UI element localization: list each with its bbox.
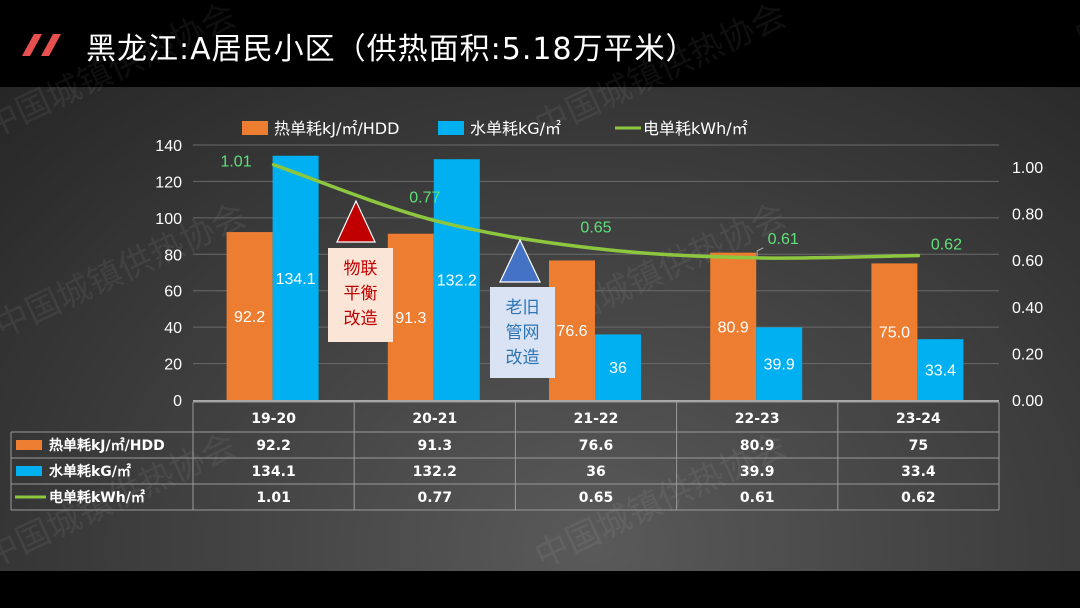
- table-swatch-water: [16, 466, 42, 476]
- table-header-category: 19-20: [251, 411, 296, 427]
- bar-label-heat: 76.6: [556, 323, 587, 340]
- watermark-text: 中国城镇供热协会: [0, 0, 242, 147]
- table-cell: 33.4: [901, 464, 936, 480]
- callout-box: [328, 248, 393, 342]
- table-cell: 91.3: [418, 438, 453, 454]
- triangle-marker-icon: [499, 238, 541, 283]
- line-label-electric: 1.01: [220, 154, 251, 171]
- title-bar: 黑龙江:A居民小区（供热面积:5.18万平米）: [0, 0, 1080, 87]
- table-cell: 0.62: [901, 490, 936, 506]
- watermark-text: 中国城镇供热协会: [1069, 0, 1080, 57]
- bar-water: [756, 327, 803, 400]
- y-right-tick: 0.80: [1012, 207, 1043, 224]
- table-cell: 75: [909, 438, 928, 454]
- y-right-tick: 1.00: [1012, 160, 1043, 177]
- table-cell: 134.1: [251, 464, 295, 480]
- table-header-category: 20-21: [412, 411, 457, 427]
- y-left-tick: 0: [173, 393, 182, 410]
- bar-water: [595, 334, 641, 400]
- label-leader: [756, 247, 764, 257]
- bar-label-water: 132.2: [437, 273, 477, 290]
- triangle-marker-icon: [336, 199, 376, 243]
- table-header-category: 22-23: [735, 411, 780, 427]
- legend-label-water: 水单耗kG/㎡: [470, 119, 561, 138]
- y-right-tick: 0.00: [1012, 393, 1043, 410]
- bar-label-water: 39.9: [764, 357, 795, 374]
- callout-text: 改造: [344, 309, 378, 329]
- line-label-electric: 0.62: [931, 237, 962, 254]
- table-row-label-electric: 电单耗kWh/㎡: [49, 489, 145, 506]
- y-left-tick: 20: [164, 357, 182, 374]
- bar-label-heat: 75.0: [879, 325, 910, 342]
- legend-swatch-water: [438, 121, 464, 135]
- legend: 热单耗kJ/㎡/HDD 水单耗kG/㎡ 电单耗kWh/㎡: [242, 119, 748, 138]
- y-right-tick: 0.20: [1012, 346, 1043, 363]
- table-cell: 92.2: [256, 438, 291, 454]
- bar-water: [272, 155, 319, 400]
- y-right-tick: 0.40: [1012, 300, 1043, 317]
- callout-text: 平衡: [344, 284, 378, 304]
- bars: 92.2 134.1 91.3 132.2 76.6 36 80.9 39.9 75.0 33.4: [226, 155, 964, 400]
- y-right-tick: 0.60: [1012, 253, 1043, 270]
- table-cell: 1.01: [256, 490, 291, 506]
- bar-label-heat: 92.2: [234, 309, 265, 326]
- table-cell: 80.9: [740, 438, 775, 454]
- y-left-tick: 60: [164, 284, 182, 301]
- page-title: 黑龙江:A居民小区（供热面积:5.18万平米）: [86, 32, 697, 67]
- legend-swatch-heat: [242, 121, 268, 135]
- bar-water: [917, 339, 964, 400]
- bar-heat: [871, 263, 918, 400]
- bar-heat: [710, 252, 757, 400]
- legend-label-heat: 热单耗kJ/㎡/HDD: [274, 119, 399, 138]
- table-cell: 0.61: [740, 490, 775, 506]
- y-left-tick: 120: [155, 174, 182, 191]
- table-header-category: 21-22: [574, 411, 619, 427]
- callout-box: [490, 287, 555, 378]
- double-slash-icon: [22, 34, 61, 56]
- bar-label-water: 33.4: [925, 363, 956, 380]
- bar-label-water: 36: [609, 360, 627, 377]
- bar-heat: [387, 233, 434, 400]
- y-left-tick: 140: [155, 138, 182, 155]
- y-left-tick: 40: [164, 320, 182, 337]
- bar-heat: [226, 232, 273, 400]
- line-electric: [271, 162, 921, 260]
- bar-heat: [549, 260, 595, 400]
- line-label-electric: 0.61: [768, 231, 799, 248]
- table-cell: 0.77: [418, 490, 453, 506]
- bar-label-water: 134.1: [276, 271, 316, 288]
- callout-text: 改造: [506, 348, 540, 368]
- electric-line: 1.01 0.77 0.65 0.61 0.62: [220, 154, 962, 260]
- y-axis-right: 0.00 0.20 0.40 0.60 0.80 1.00: [1012, 160, 1043, 410]
- table-cell: 76.6: [579, 438, 614, 454]
- data-table: 19-20 20-21 21-22 22-23 23-24 热单耗kJ/㎡/HDD 92.2…: [10, 400, 1000, 511]
- line-label-electric: 0.77: [409, 190, 440, 207]
- callout-text: 物联: [344, 259, 378, 279]
- bar-label-heat: 80.9: [718, 319, 749, 336]
- legend-label-electric: 电单耗kWh/㎡: [643, 119, 748, 138]
- y-left-tick: 80: [164, 247, 182, 264]
- bar-water: [433, 159, 480, 400]
- table-cell: 132.2: [413, 464, 457, 480]
- y-left-tick: 100: [155, 211, 182, 228]
- table-cell: 36: [586, 464, 605, 480]
- table-cell: 39.9: [740, 464, 775, 480]
- line-label-electric: 0.65: [580, 220, 611, 237]
- table-row-label-heat: 热单耗kJ/㎡/HDD: [49, 437, 165, 454]
- footer-bar: [0, 571, 1080, 608]
- y-axis-left: 0 20 40 60 80 100 120 140: [155, 138, 182, 410]
- table-row-label-water: 水单耗kG/㎡: [49, 463, 131, 480]
- table-cell: 0.65: [579, 490, 614, 506]
- bar-label-heat: 91.3: [395, 310, 426, 327]
- table-swatch-heat: [16, 440, 42, 450]
- table-header-category: 23-24: [896, 411, 941, 427]
- callout-text: 老旧: [506, 298, 540, 318]
- callout-text: 管网: [506, 323, 540, 343]
